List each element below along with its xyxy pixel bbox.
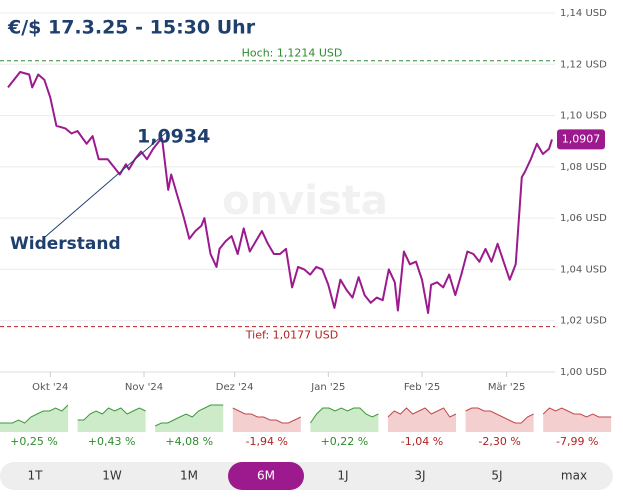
period-button-label: 1W — [102, 469, 122, 483]
performance-label: -7,99 % — [556, 435, 598, 448]
y-tick-label: 1,00 USD — [560, 367, 607, 378]
period-button[interactable]: 5J — [491, 469, 502, 483]
performance-label: +0,22 % — [321, 435, 369, 448]
y-tick-label: 1,04 USD — [560, 264, 607, 275]
sparkline — [309, 407, 379, 424]
period-button[interactable]: 1W — [102, 469, 122, 483]
period-button-label: max — [561, 469, 587, 483]
period-bar — [0, 462, 613, 490]
period-button-label: 1M — [180, 469, 198, 483]
y-tick-label: 1,06 USD — [560, 213, 607, 224]
period-button-label: 3J — [414, 469, 425, 483]
performance-label: -2,30 % — [478, 435, 520, 448]
y-tick-label: 1,12 USD — [560, 59, 607, 70]
sparkline-area — [0, 405, 68, 432]
performance-label: +0,25 % — [10, 435, 58, 448]
sparkline — [542, 407, 612, 418]
sparkline-area — [77, 408, 146, 432]
price-line — [7, 71, 553, 314]
chart-title: €/$ 17.3.25 - 15:30 Uhr — [7, 17, 256, 39]
watermark: onvista — [222, 178, 388, 224]
sparkline — [0, 404, 69, 424]
sparkline — [465, 407, 534, 424]
last-value-box — [557, 129, 605, 150]
annotation: Widerstand — [10, 234, 121, 254]
sparkline-area — [155, 405, 224, 432]
period-button[interactable]: max — [561, 469, 587, 483]
period-button-label: 6M — [257, 469, 275, 483]
x-tick-label: Feb '25 — [404, 382, 440, 393]
performance-label: -1,94 % — [246, 435, 288, 448]
performance-label: +0,43 % — [88, 435, 136, 448]
period-button-label: 1J — [337, 469, 348, 483]
resistance-line — [44, 132, 167, 238]
hoch-line-label: Hoch: 1,1214 USD — [242, 47, 343, 60]
y-tick-label: 1,08 USD — [560, 162, 607, 173]
sparkline — [77, 407, 146, 421]
period-button-label: 5J — [491, 469, 502, 483]
x-tick-label: Dez '24 — [216, 382, 254, 393]
sparkline — [387, 407, 457, 418]
period-button-active — [228, 462, 304, 490]
period-button[interactable]: 1T — [28, 469, 44, 483]
period-button[interactable]: 3J — [414, 469, 425, 483]
sparkline-area — [388, 408, 456, 432]
x-tick-label: Nov '24 — [125, 382, 163, 393]
annotation: 1,0934 — [137, 126, 210, 148]
sparkline-area — [465, 408, 534, 432]
period-button[interactable]: 6M — [228, 462, 304, 490]
sparkline-area — [310, 408, 379, 432]
y-tick-label: 1,10 USD — [560, 111, 607, 122]
tief-line-label: Tief: 1,0177 USD — [245, 329, 338, 342]
x-tick-label: Okt '24 — [32, 382, 68, 393]
period-button[interactable]: 1M — [180, 469, 198, 483]
period-button[interactable]: 1J — [337, 469, 348, 483]
x-tick-label: Mär '25 — [488, 382, 526, 393]
sparkline — [154, 404, 224, 427]
sparkline — [232, 407, 302, 424]
y-tick-label: 1,14 USD — [560, 8, 607, 19]
y-tick-label: 1,02 USD — [560, 316, 607, 327]
last-value-label: 1,0907 — [562, 132, 601, 145]
sparkline-area — [543, 408, 612, 432]
x-tick-label: Jan '25 — [310, 382, 345, 393]
period-button-label: 1T — [28, 469, 44, 483]
performance-label: +4,08 % — [165, 435, 213, 448]
performance-label: -1,04 % — [401, 435, 443, 448]
